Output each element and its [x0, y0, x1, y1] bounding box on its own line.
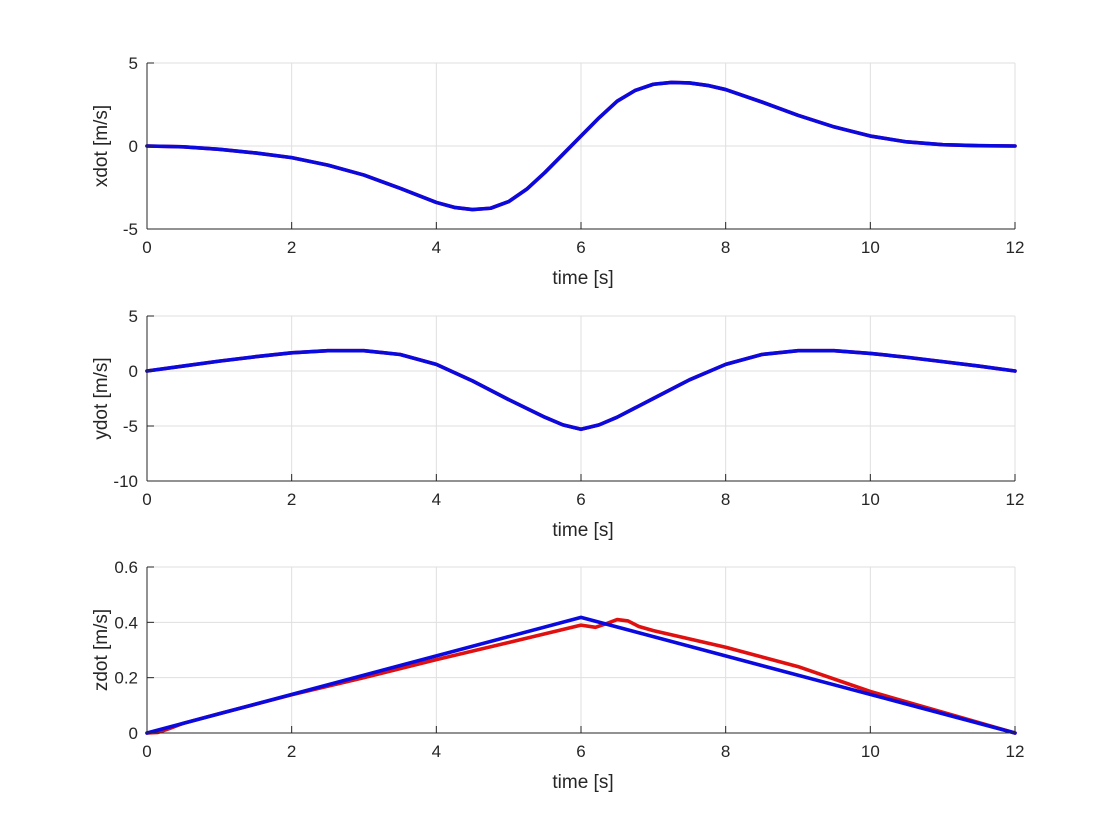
y-tick-label: 0.4 [114, 613, 138, 632]
x-tick-label: 4 [432, 490, 441, 509]
y-tick-label: 0.2 [114, 669, 138, 688]
series-line-1 [145, 348, 1017, 432]
x-tick-label: 6 [576, 490, 585, 509]
y-tick-label: 0 [129, 724, 138, 743]
y-tick-label: -5 [123, 220, 138, 239]
x-tick-label: 0 [142, 742, 151, 761]
y-axis-label: ydot [m/s] [91, 357, 112, 439]
x-axis-label: time [s] [552, 268, 613, 289]
y-tick-label: 0.6 [114, 558, 138, 577]
x-tick-label: 10 [861, 490, 880, 509]
x-tick-label: 12 [1006, 490, 1025, 509]
x-axis-label: time [s] [552, 772, 613, 793]
x-tick-label: 2 [287, 742, 296, 761]
series-line-1 [145, 615, 1017, 735]
x-tick-label: 2 [287, 238, 296, 257]
y-axis-label: zdot [m/s] [91, 609, 112, 691]
subplot-zdot: 0 2 4 6 8 10 12 0 0.2 0.4 0.6 time [s] zdot [m/s] [91, 558, 1024, 793]
y-tick-label: 5 [129, 307, 138, 326]
x-tick-label: 0 [142, 238, 151, 257]
x-tick-label: 6 [576, 742, 585, 761]
x-tick-label: 8 [721, 238, 730, 257]
x-tick-label: 10 [861, 238, 880, 257]
x-tick-label: 0 [142, 490, 151, 509]
x-tick-label: 12 [1006, 238, 1025, 257]
series-line-1 [145, 80, 1017, 212]
y-tick-label: 0 [129, 362, 138, 381]
x-tick-label: 12 [1006, 742, 1025, 761]
y-axis-label: xdot [m/s] [91, 105, 112, 187]
subplot-ydot: 0 2 4 6 8 10 12 -10 -5 0 5 time [s] ydot [m/s] [91, 307, 1024, 541]
x-axis-label: time [s] [552, 520, 613, 541]
x-tick-label: 8 [721, 490, 730, 509]
x-tick-label: 4 [432, 238, 441, 257]
y-tick-label: 0 [129, 137, 138, 156]
y-tick-label: -10 [113, 472, 138, 491]
x-tick-label: 2 [287, 490, 296, 509]
x-tick-label: 8 [721, 742, 730, 761]
x-tick-label: 6 [576, 238, 585, 257]
y-tick-label: 5 [129, 54, 138, 73]
y-tick-label: -5 [123, 417, 138, 436]
x-tick-label: 4 [432, 742, 441, 761]
x-tick-label: 10 [861, 742, 880, 761]
